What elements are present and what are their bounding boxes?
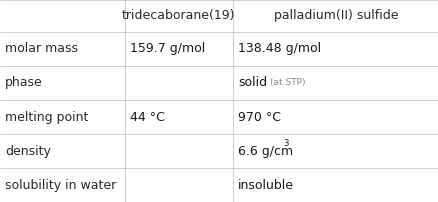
Text: solubility in water: solubility in water xyxy=(5,179,116,191)
Text: 44 °C: 44 °C xyxy=(130,110,164,123)
Text: palladium(II) sulfide: palladium(II) sulfide xyxy=(273,9,397,22)
Text: 159.7 g/mol: 159.7 g/mol xyxy=(130,42,205,55)
Text: phase: phase xyxy=(5,77,43,89)
Text: melting point: melting point xyxy=(5,110,88,123)
Text: solid: solid xyxy=(237,77,266,89)
Text: molar mass: molar mass xyxy=(5,42,78,55)
Text: 3: 3 xyxy=(283,139,289,148)
Text: 970 °C: 970 °C xyxy=(237,110,280,123)
Text: insoluble: insoluble xyxy=(237,179,293,191)
Text: 138.48 g/mol: 138.48 g/mol xyxy=(237,42,320,55)
Text: (at STP): (at STP) xyxy=(269,78,304,87)
Text: 6.6 g/cm: 6.6 g/cm xyxy=(237,145,293,158)
Text: density: density xyxy=(5,145,51,158)
Text: tridecaborane(19): tridecaborane(19) xyxy=(122,9,235,22)
